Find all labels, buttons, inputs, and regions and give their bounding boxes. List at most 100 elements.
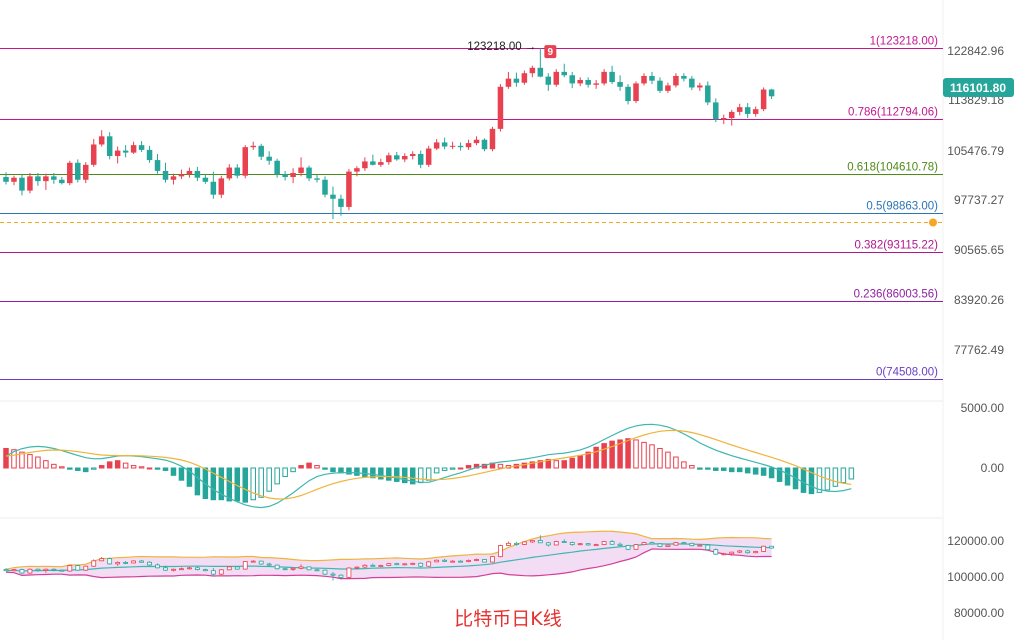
macd-dif-line [5, 423, 852, 509]
macd-histogram-bar [433, 467, 440, 474]
candle-body [386, 155, 392, 163]
candle-body [521, 73, 528, 83]
macd-histogram-bar [106, 461, 113, 469]
candle-body [154, 160, 161, 171]
macd-histogram-bar [98, 465, 105, 469]
macd-histogram-bar [832, 467, 839, 487]
boll-candle-body [617, 543, 623, 546]
candle-body [51, 176, 57, 180]
boll-candle-body [282, 568, 288, 571]
macd-histogram-bar [226, 467, 233, 502]
fib-level-label: 0.618(104610.78) [847, 162, 938, 174]
candle-body [83, 164, 89, 180]
boll-candle-body [689, 542, 695, 547]
candle-body [346, 171, 352, 207]
boll-candle-body [545, 542, 551, 546]
macd-histogram-bar [274, 467, 280, 485]
candle-body [641, 75, 647, 84]
boll-candle-body [625, 545, 631, 550]
candle-body [194, 170, 201, 178]
candle-body [505, 78, 512, 87]
boll-candle-body [521, 541, 527, 545]
macd-histogram-bar [649, 444, 655, 469]
candle-body [673, 75, 679, 86]
fib-level-label: 0.5(98863.00) [866, 201, 938, 213]
boll-candle-body [665, 544, 671, 547]
macd-histogram-bar [425, 467, 432, 481]
macd-histogram-bar [122, 462, 129, 469]
boll-candle-body [529, 540, 535, 543]
y-axis-tick-label: 97737.27 [954, 193, 1004, 207]
macd-histogram-bar [354, 467, 360, 476]
candle-body [625, 86, 631, 102]
macd-histogram-bar [298, 465, 304, 469]
candle-body [545, 76, 552, 85]
macd-histogram-bar [569, 457, 575, 469]
candle-body [744, 107, 751, 114]
candle-body [306, 167, 312, 179]
macd-histogram-bar [617, 439, 623, 469]
boll-candle-body [43, 568, 49, 571]
candle-body [338, 198, 344, 207]
fib-level-label: 0.786(112794.06) [848, 107, 938, 119]
boll-candle-body [67, 565, 73, 572]
boll-candle-body [139, 560, 144, 563]
candle-body [569, 75, 575, 84]
boll-candle-body [91, 560, 97, 567]
boll-candle-body [601, 541, 607, 545]
boll-candle-body [171, 568, 176, 571]
macd-histogram-bar [59, 466, 65, 469]
fib-level-label: 0.382(93115.22) [854, 240, 938, 252]
boll-candle-body [163, 567, 168, 571]
candle-body [234, 167, 241, 176]
y-axis-tick-label: 122842.96 [947, 44, 1004, 58]
candle-body [114, 150, 121, 157]
macd-histogram-bar [218, 467, 225, 501]
boll-candle-body [354, 566, 360, 569]
macd-histogram-bar [816, 467, 823, 493]
candle-body [697, 85, 703, 88]
boll-candle-body [194, 567, 200, 571]
candle-body [657, 80, 663, 91]
candle-body [433, 142, 440, 149]
macd-histogram-bar [210, 467, 217, 501]
candle-body [537, 67, 544, 77]
boll-axis-tick-label: 100000.00 [947, 570, 1004, 584]
boll-candle-body [761, 545, 767, 552]
macd-histogram-bar [27, 454, 33, 469]
macd-histogram-bar [314, 465, 320, 469]
candle-body [760, 89, 767, 110]
candle-body [218, 178, 225, 195]
macd-histogram-bar [465, 465, 472, 469]
candle-body [609, 71, 615, 83]
boll-candle-body [466, 560, 471, 562]
candle-body [330, 194, 336, 199]
macd-histogram-bar [186, 467, 193, 487]
candle-body [138, 145, 145, 150]
macd-histogram-bar [577, 455, 583, 469]
boll-candle-body [107, 558, 113, 565]
candle-body [465, 143, 472, 148]
boll-candle-body [394, 563, 400, 566]
boll-candle-body [11, 569, 17, 572]
boll-candle-body [537, 540, 543, 544]
macd-histogram-bar [561, 460, 567, 469]
macd-histogram-bar [713, 467, 719, 471]
macd-histogram-bar [250, 467, 256, 501]
boll-candle-body [218, 569, 224, 575]
boll-candle-body [378, 565, 384, 567]
candle-body [481, 139, 488, 150]
boll-candle-body [51, 568, 57, 571]
boll-axis-tick-label: 120000.00 [947, 534, 1004, 548]
macd-histogram-bar [545, 458, 552, 469]
candle-body [409, 153, 416, 157]
macd-histogram-bar [138, 466, 145, 469]
candle-body [497, 86, 504, 129]
candle-body [106, 136, 113, 157]
boll-candle-body [59, 569, 65, 572]
macd-histogram-bar [681, 461, 687, 469]
boll-candle-body [115, 562, 121, 565]
candle-body [290, 172, 296, 178]
candle-body [202, 177, 209, 182]
boll-candle-body [250, 560, 256, 563]
